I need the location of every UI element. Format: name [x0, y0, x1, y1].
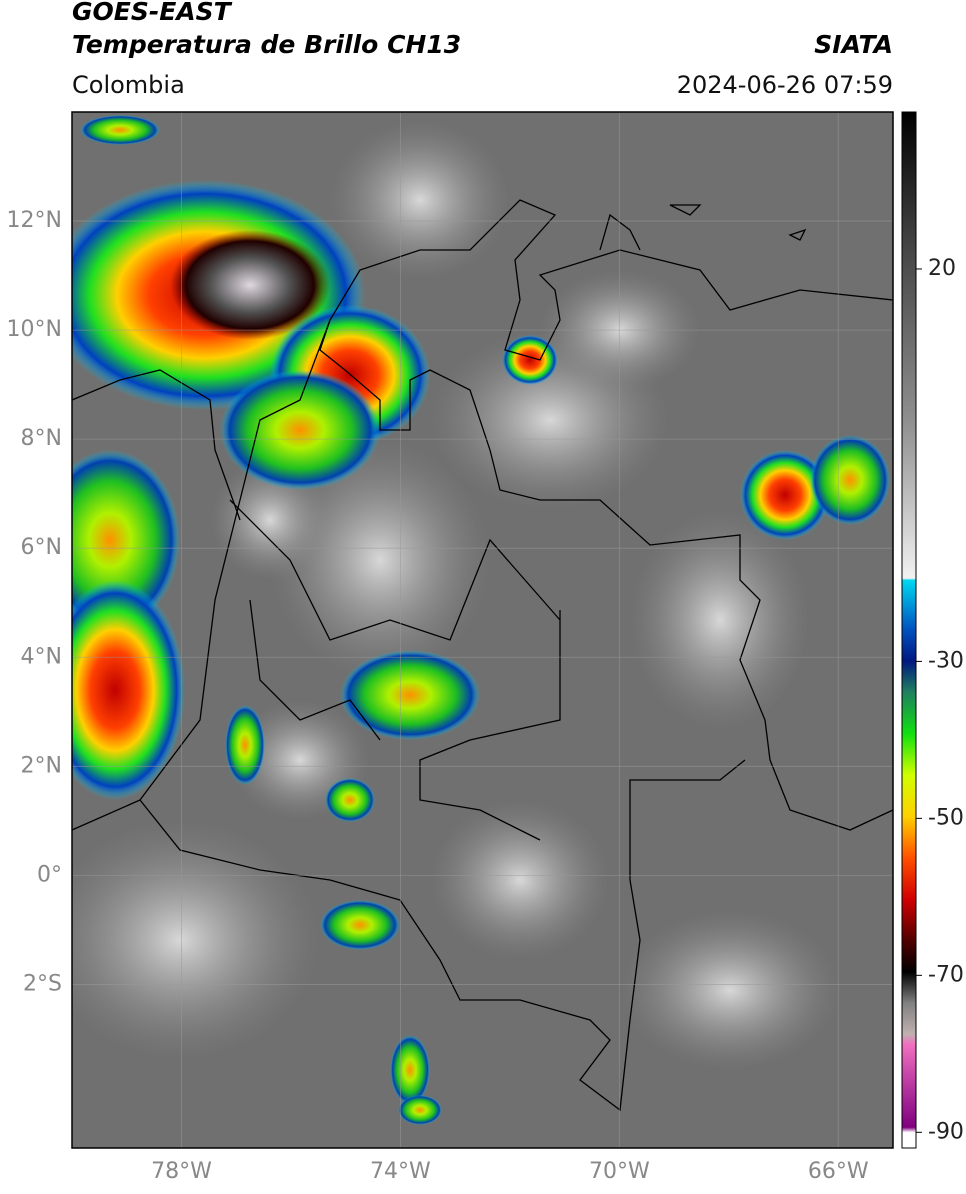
satellite-image: [72, 112, 893, 1148]
x-tick-label: 74°W: [370, 1159, 431, 1184]
colorbar-tick-label: -70: [928, 962, 964, 987]
colorbar-tick-label: -30: [928, 648, 964, 673]
y-tick-label: 2°N: [21, 753, 62, 778]
datetime: 2024-06-26 07:59: [677, 71, 893, 99]
colorbar-tick-label: -90: [928, 1119, 964, 1144]
y-tick-label: 4°N: [21, 644, 62, 669]
y-tick-label: 0°: [37, 862, 62, 887]
source: SIATA: [814, 30, 893, 59]
region: Colombia: [72, 71, 185, 99]
y-tick-label: 10°N: [7, 317, 62, 342]
colorbar-tick-label: 20: [928, 256, 956, 281]
y-tick-label: 2°S: [23, 971, 62, 996]
title: GOES-EAST: [72, 0, 233, 26]
plot-frame: [71, 111, 894, 1149]
y-tick-label: 12°N: [7, 208, 62, 233]
x-tick-label: 70°W: [589, 1159, 650, 1184]
y-tick-label: 6°N: [21, 535, 62, 560]
y-tick-label: 8°N: [21, 426, 62, 451]
grid: [72, 112, 893, 1148]
x-tick-label: 66°W: [808, 1159, 869, 1184]
x-tick-label: 78°W: [151, 1159, 212, 1184]
subtitle: Temperatura de Brillo CH13: [72, 30, 461, 59]
colorbar-tick-label: -50: [928, 805, 964, 830]
colorbar: [901, 111, 917, 1149]
